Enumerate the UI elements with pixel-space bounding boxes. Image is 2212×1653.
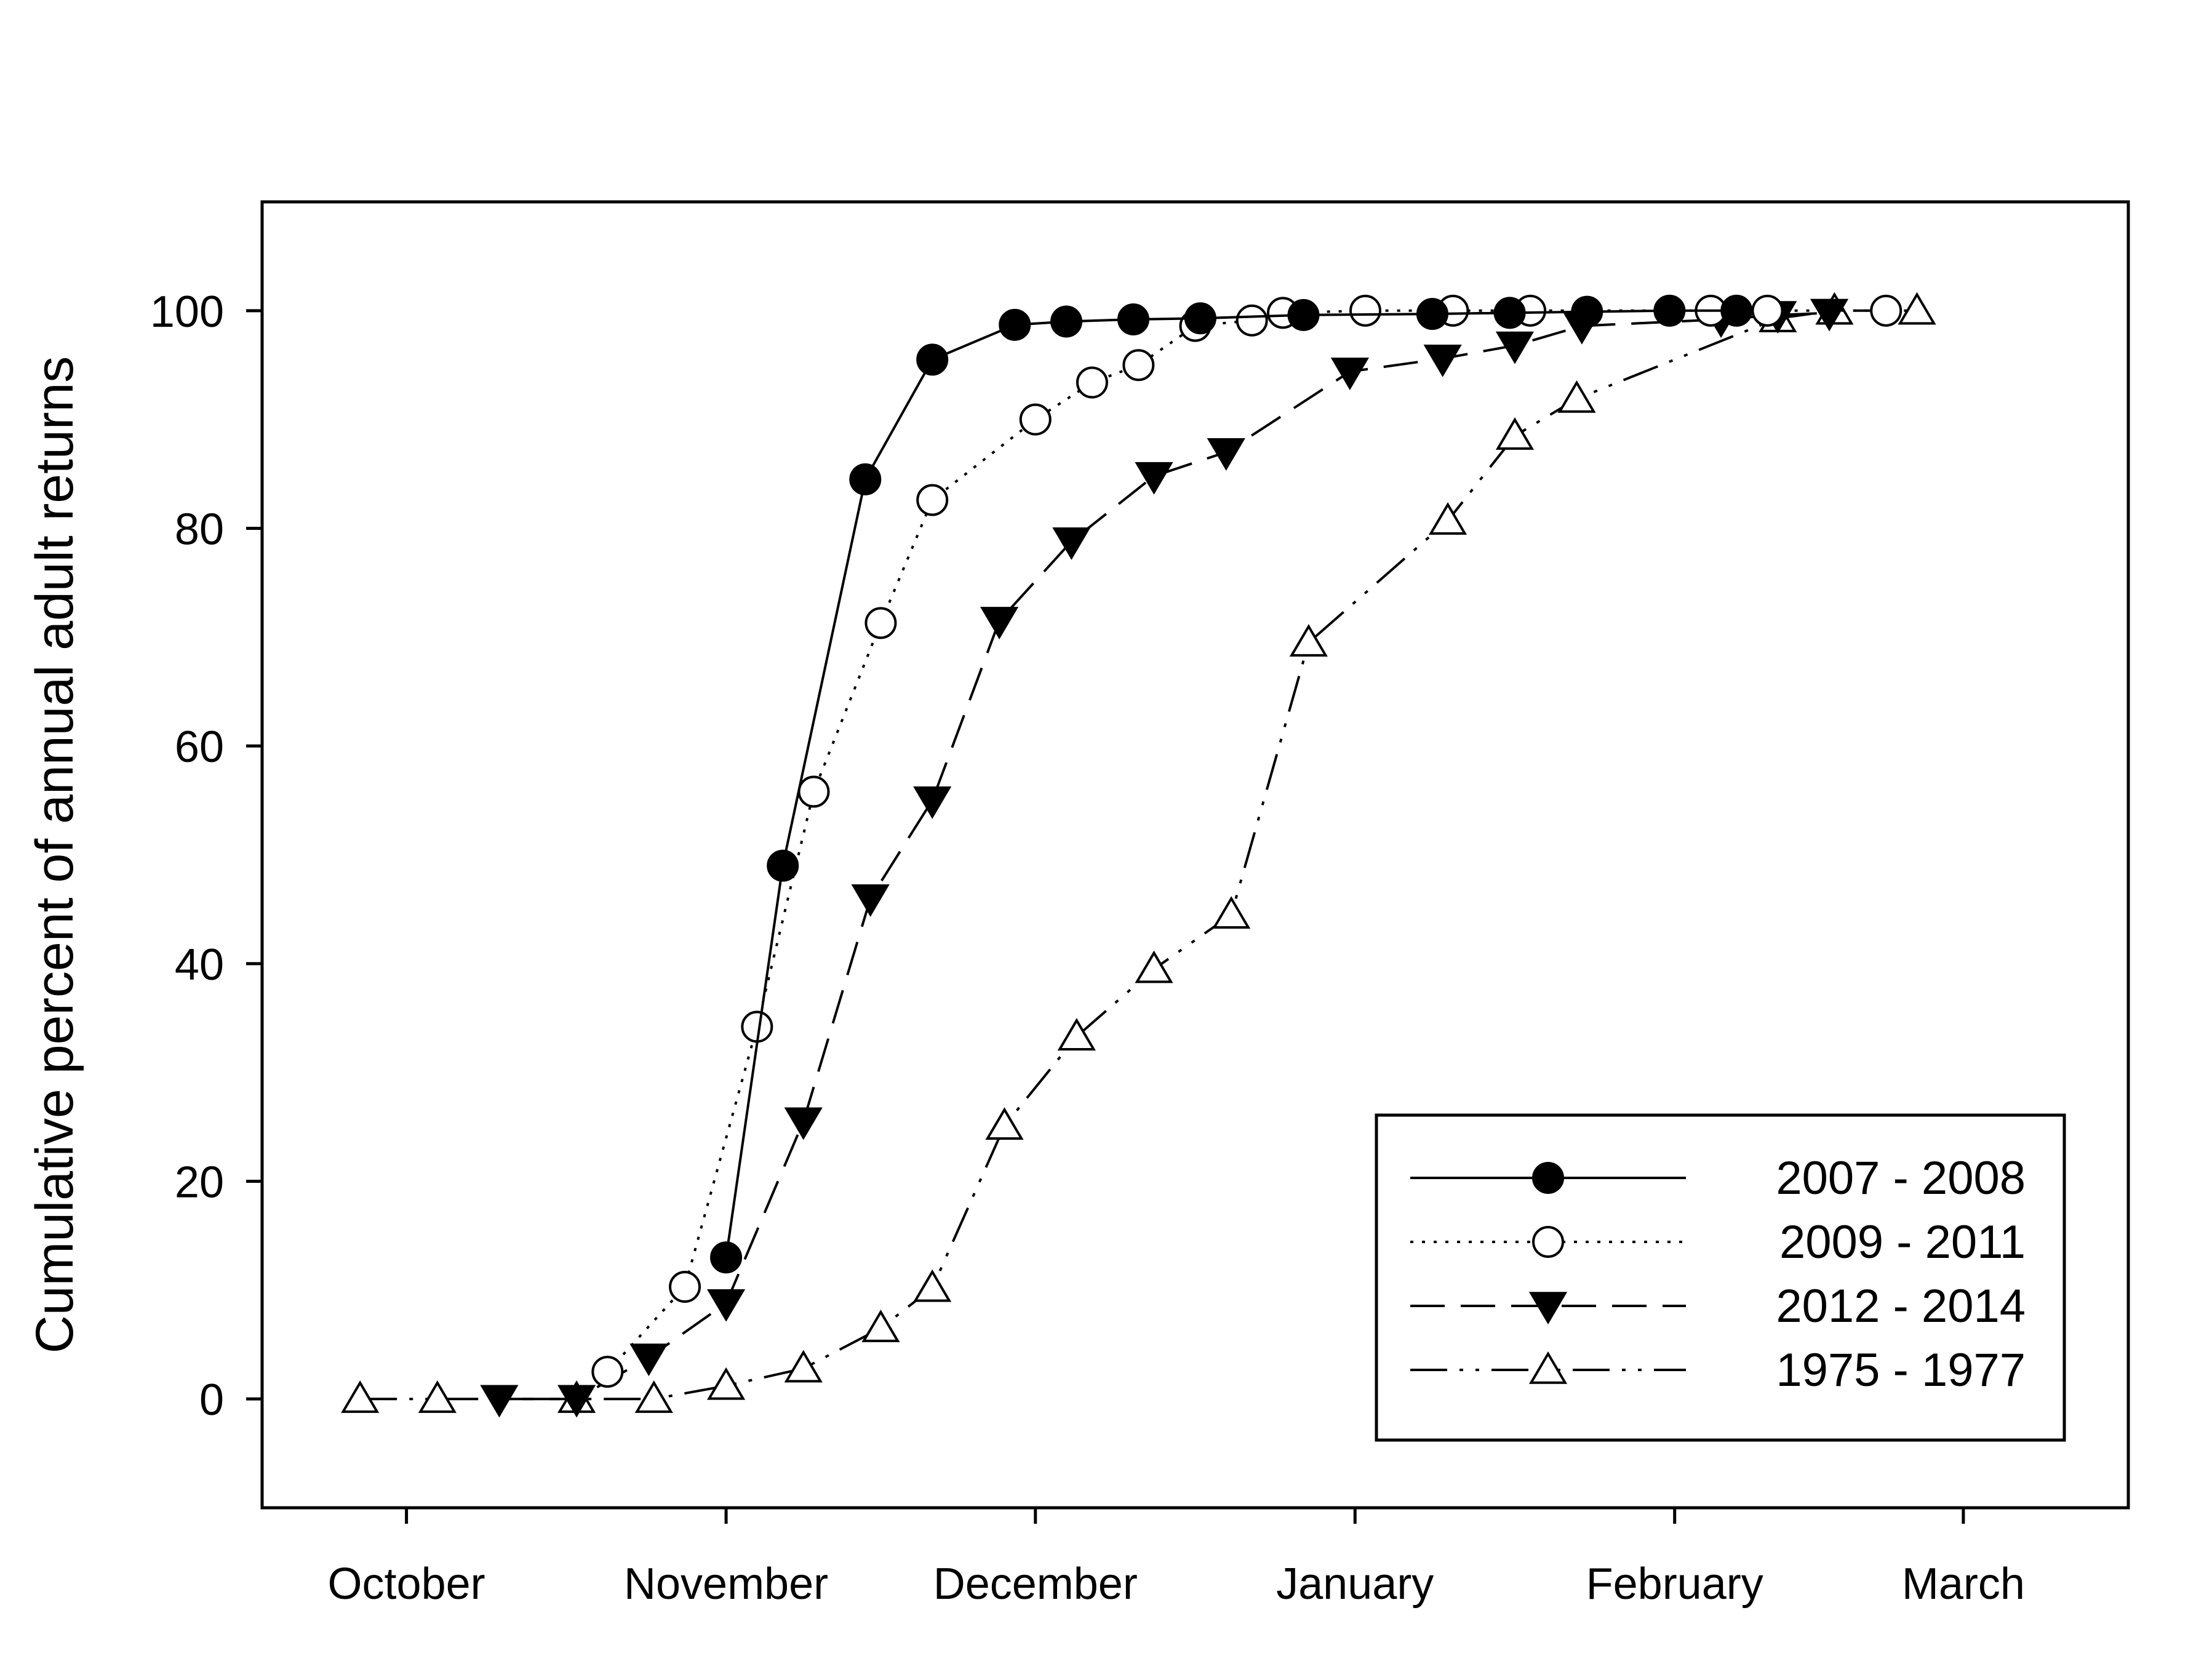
- data-point: [1571, 295, 1603, 328]
- data-point: [480, 1385, 519, 1418]
- y-tick-label: 0: [199, 1375, 224, 1425]
- data-point: [591, 1355, 624, 1388]
- legend-label: 1975 - 1977: [1776, 1344, 2026, 1396]
- data-point: [797, 775, 830, 808]
- data-point: [784, 1350, 823, 1383]
- series-2007-2008: [710, 294, 1753, 1274]
- data-point: [985, 1107, 1024, 1140]
- data-point: [1349, 294, 1381, 327]
- data-point: [1528, 1351, 1568, 1384]
- data-point: [913, 1269, 952, 1302]
- data-point: [1495, 417, 1535, 450]
- data-point: [1076, 366, 1108, 399]
- data-point: [980, 607, 1019, 639]
- y-tick-label: 80: [175, 505, 224, 554]
- data-point: [1423, 344, 1462, 377]
- data-point: [913, 786, 952, 819]
- x-tick-label: November: [624, 1559, 828, 1609]
- legend: 2007 - 2008 2009 - 2011 2012 - 2014 1975 - …: [1375, 1113, 2066, 1442]
- x-tick-label: March: [1902, 1559, 2025, 1609]
- data-point: [341, 1380, 380, 1413]
- data-point: [1122, 349, 1155, 382]
- data-point: [1416, 298, 1448, 330]
- data-point: [1330, 358, 1369, 391]
- data-point: [706, 1367, 746, 1400]
- data-point: [1289, 624, 1328, 657]
- data-point: [634, 1380, 673, 1413]
- data-point: [1870, 294, 1903, 327]
- y-tick-label: 40: [175, 940, 224, 990]
- x-tick-label: February: [1586, 1559, 1763, 1609]
- data-point: [999, 308, 1031, 341]
- data-point: [1720, 294, 1753, 327]
- data-point: [849, 463, 882, 495]
- data-point: [1493, 297, 1526, 329]
- data-point: [851, 884, 890, 917]
- data-point: [1810, 298, 1849, 332]
- series-line: [499, 311, 1830, 1401]
- data-point: [557, 1385, 596, 1418]
- data-point: [1532, 1162, 1564, 1194]
- data-point: [1050, 305, 1083, 338]
- series-1975-1977: [341, 292, 1936, 1413]
- data-point: [1528, 1292, 1568, 1325]
- legend-label: 2012 - 2014: [1776, 1280, 2026, 1332]
- x-tick-label: December: [933, 1559, 1138, 1609]
- data-point: [864, 607, 897, 639]
- y-axis: 0 20 40 60 80 100: [150, 287, 262, 1425]
- data-point: [916, 484, 949, 516]
- data-point: [1653, 294, 1686, 327]
- data-point: [710, 1241, 743, 1274]
- y-tick-label: 20: [175, 1158, 224, 1207]
- data-point: [1532, 1226, 1564, 1258]
- data-point: [1557, 380, 1596, 413]
- data-point: [767, 849, 799, 882]
- data-point: [1057, 1018, 1096, 1051]
- data-point: [1135, 950, 1173, 983]
- data-point: [706, 1289, 746, 1322]
- plot-frame: [260, 200, 2130, 1510]
- data-point: [418, 1380, 457, 1413]
- data-point: [629, 1343, 668, 1377]
- y-axis-title: Cumulative percent of annual adult retur…: [25, 356, 84, 1354]
- y-tick-label: 100: [150, 287, 224, 337]
- data-point: [1135, 462, 1173, 495]
- x-tick-label: January: [1276, 1559, 1434, 1609]
- data-point: [669, 1271, 701, 1303]
- data-point: [861, 1310, 900, 1342]
- series-line: [606, 309, 1887, 1373]
- data-point: [1117, 303, 1149, 335]
- data-point: [784, 1107, 823, 1140]
- x-tick-label: October: [328, 1559, 485, 1609]
- series-layer: [341, 292, 1936, 1418]
- data-point: [1236, 304, 1268, 337]
- x-axis: October November December January February Ma…: [328, 1508, 2025, 1609]
- data-point: [916, 343, 949, 376]
- data-point: [1207, 438, 1245, 471]
- data-point: [1898, 292, 1936, 325]
- data-point: [1184, 302, 1216, 335]
- data-point: [1495, 331, 1535, 364]
- legend-box: [1375, 1113, 2066, 1442]
- data-point: [1751, 294, 1784, 327]
- y-tick-label: 60: [175, 722, 224, 772]
- data-point: [1428, 502, 1467, 535]
- data-point: [1287, 298, 1320, 331]
- data-point: [1019, 403, 1052, 436]
- data-point: [1052, 527, 1091, 560]
- legend-label: 2009 - 2011: [1779, 1216, 2026, 1268]
- data-point: [1212, 896, 1251, 929]
- legend-label: 2007 - 2008: [1776, 1152, 2026, 1204]
